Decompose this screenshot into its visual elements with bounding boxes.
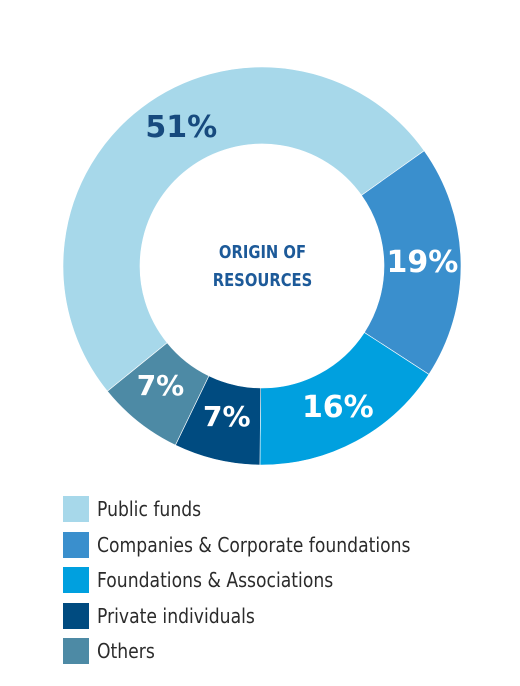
slice-label-private-individuals: 7% — [203, 400, 251, 433]
legend-swatch-foundations — [63, 567, 89, 593]
legend-item-public-funds: Public funds — [63, 496, 462, 522]
chart-title: ORIGIN OF RESOURCES — [178, 239, 346, 295]
legend-label-foundations: Foundations & Associations — [97, 568, 334, 592]
legend-item-foundations: Foundations & Associations — [63, 567, 462, 593]
slice-companies-and-corporate-foundations — [361, 150, 462, 375]
legend-item-companies: Companies & Corporate foundations — [63, 531, 462, 558]
legend-item-others: Others — [63, 638, 462, 664]
legend-swatch-others — [63, 638, 89, 664]
legend-label-public-funds: Public funds — [97, 497, 202, 521]
donut-slices — [62, 66, 462, 466]
slice-others — [106, 342, 210, 446]
legend-swatch-private-individuals — [63, 602, 89, 629]
chart-title-line-1: ORIGIN OF — [218, 242, 307, 263]
slice-value-labels: 51% 19% 16% 7% 7% — [137, 110, 459, 433]
slice-label-companies-and-corporate-foundations: 19% — [387, 245, 459, 280]
legend: Public funds Companies & Corporate found… — [63, 496, 462, 674]
chart-title-line-2: RESOURCES — [212, 270, 313, 291]
legend-label-private-individuals: Private individuals — [97, 603, 255, 628]
legend-swatch-companies — [63, 531, 89, 558]
donut-chart: 51% 19% 16% 7% 7% — [62, 66, 462, 466]
legend-label-companies: Companies & Corporate foundations — [97, 532, 411, 557]
legend-label-others: Others — [97, 639, 155, 663]
slice-label-public-funds: 51% — [145, 110, 217, 145]
slice-public-funds — [62, 66, 425, 392]
slice-label-foundations-and-associations: 16% — [302, 390, 374, 425]
slice-label-others: 7% — [137, 369, 185, 402]
legend-item-private-individuals: Private individuals — [63, 602, 462, 629]
legend-swatch-public-funds — [63, 496, 89, 522]
